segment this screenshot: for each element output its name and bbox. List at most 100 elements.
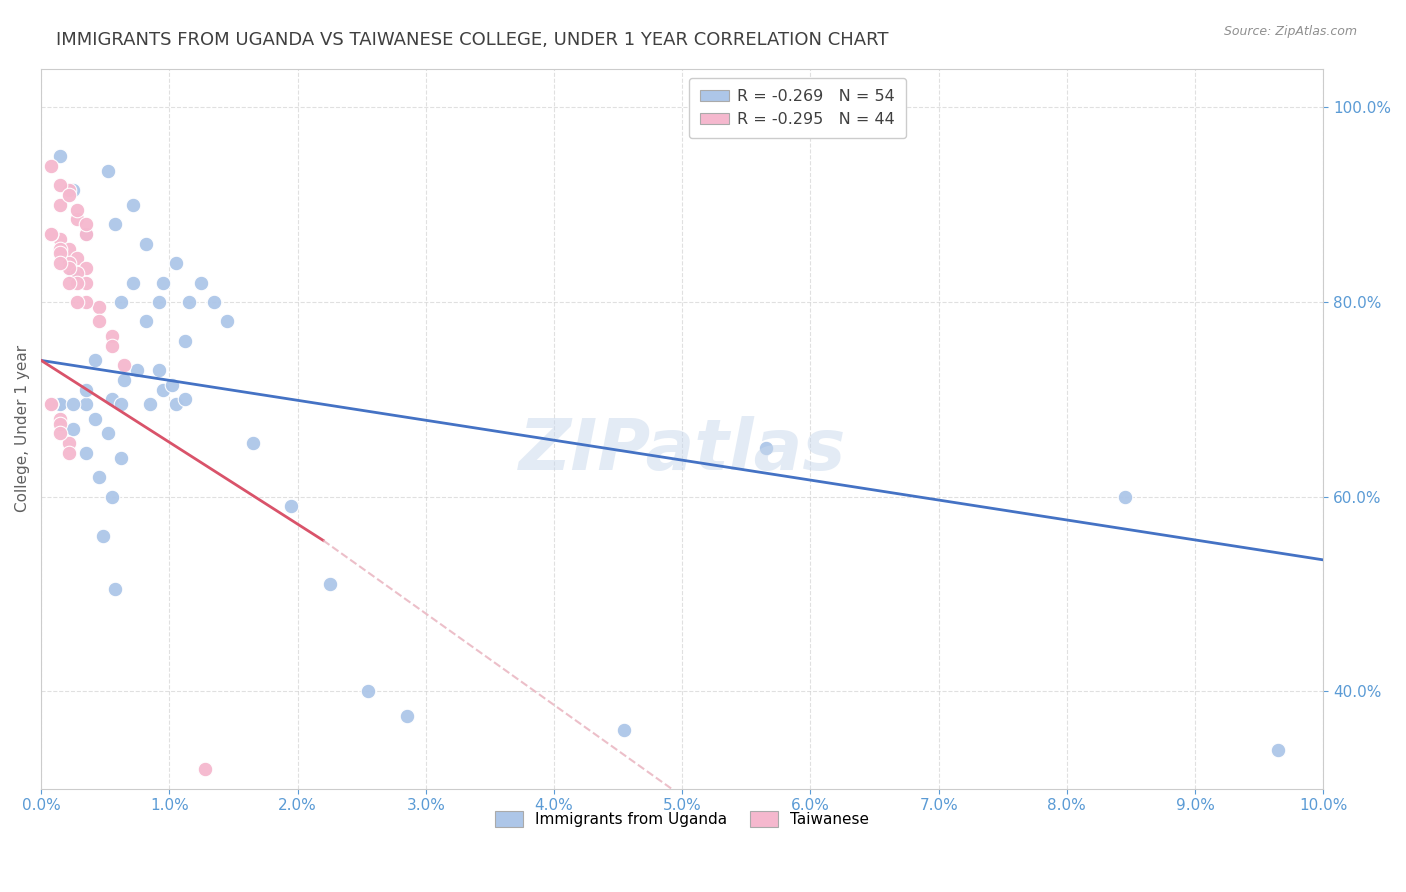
Point <box>62 421 84 435</box>
Point <box>148 363 170 377</box>
Point <box>49 397 72 411</box>
Point <box>41 227 63 241</box>
Point <box>66 252 89 266</box>
Y-axis label: College, Under 1 year: College, Under 1 year <box>15 345 30 512</box>
Point <box>318 577 340 591</box>
Point <box>41 397 63 411</box>
Point <box>135 314 157 328</box>
Point <box>58 436 80 450</box>
Point <box>1267 742 1289 756</box>
Point <box>97 163 120 178</box>
Point <box>100 392 122 407</box>
Text: ZIPatlas: ZIPatlas <box>519 416 846 484</box>
Point <box>215 314 238 328</box>
Point <box>135 236 157 251</box>
Point <box>242 436 264 450</box>
Point <box>87 470 110 484</box>
Point <box>58 183 80 197</box>
Point <box>110 450 132 465</box>
Point <box>41 397 63 411</box>
Point <box>41 227 63 241</box>
Point <box>148 295 170 310</box>
Point <box>75 397 97 411</box>
Point <box>91 528 114 542</box>
Point <box>49 232 72 246</box>
Point <box>110 295 132 310</box>
Point <box>114 373 136 387</box>
Point <box>127 363 149 377</box>
Point <box>66 276 89 290</box>
Point <box>104 217 127 231</box>
Point <box>173 334 195 348</box>
Point <box>49 149 72 163</box>
Point <box>75 295 97 310</box>
Point <box>49 417 72 431</box>
Point <box>49 426 72 441</box>
Point <box>49 411 72 425</box>
Point <box>41 227 63 241</box>
Point <box>49 397 72 411</box>
Point <box>194 762 217 776</box>
Text: IMMIGRANTS FROM UGANDA VS TAIWANESE COLLEGE, UNDER 1 YEAR CORRELATION CHART: IMMIGRANTS FROM UGANDA VS TAIWANESE COLL… <box>56 31 889 49</box>
Point <box>66 202 89 217</box>
Point <box>49 397 72 411</box>
Point <box>152 276 174 290</box>
Point <box>62 397 84 411</box>
Point <box>87 314 110 328</box>
Point <box>152 383 174 397</box>
Point <box>75 446 97 460</box>
Point <box>177 295 200 310</box>
Point <box>41 397 63 411</box>
Point <box>75 217 97 231</box>
Point <box>84 411 107 425</box>
Point <box>104 582 127 596</box>
Point <box>49 242 72 256</box>
Point <box>66 295 89 310</box>
Point <box>754 441 776 455</box>
Point <box>58 256 80 270</box>
Point <box>58 188 80 202</box>
Point <box>62 266 84 280</box>
Text: Source: ZipAtlas.com: Source: ZipAtlas.com <box>1223 25 1357 38</box>
Point <box>75 383 97 397</box>
Point <box>114 359 136 373</box>
Point <box>613 723 636 738</box>
Point <box>97 426 120 441</box>
Point <box>110 397 132 411</box>
Point <box>41 159 63 173</box>
Point <box>41 397 63 411</box>
Point <box>122 198 145 212</box>
Point <box>165 256 187 270</box>
Point <box>87 300 110 314</box>
Point <box>100 490 122 504</box>
Point <box>202 295 225 310</box>
Point <box>58 242 80 256</box>
Point <box>165 397 187 411</box>
Point <box>75 260 97 275</box>
Point <box>100 339 122 353</box>
Point <box>58 276 80 290</box>
Point <box>62 183 84 197</box>
Point <box>190 276 212 290</box>
Point <box>49 246 72 260</box>
Point <box>280 500 302 514</box>
Point <box>173 392 195 407</box>
Point <box>1114 490 1136 504</box>
Point <box>58 260 80 275</box>
Point <box>66 212 89 227</box>
Point <box>160 377 183 392</box>
Point <box>49 198 72 212</box>
Point <box>66 266 89 280</box>
Point <box>84 353 107 368</box>
Point <box>122 276 145 290</box>
Point <box>49 178 72 193</box>
Point <box>41 227 63 241</box>
Point <box>41 227 63 241</box>
Point <box>58 446 80 460</box>
Point <box>49 256 72 270</box>
Point <box>100 329 122 343</box>
Point <box>75 227 97 241</box>
Point <box>139 397 162 411</box>
Point <box>357 684 380 698</box>
Point <box>75 276 97 290</box>
